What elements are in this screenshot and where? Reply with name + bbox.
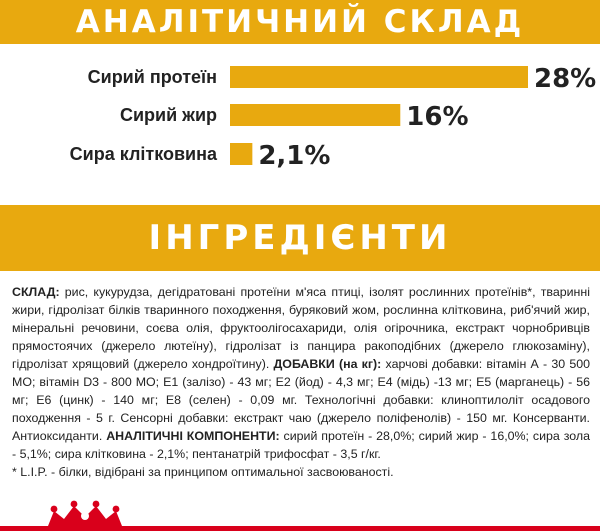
category-label: Сирий жир [120,105,217,125]
bar [230,66,528,88]
analytical-title: АНАЛІТИЧНИЙ СКЛАД [75,4,525,40]
value-label: 28% [534,64,596,94]
analytical-components-label: АНАЛІТИЧНІ КОМПОНЕНТИ: [106,429,280,443]
composition-text: рис, кукурудза, дегідратовані протеїни м… [12,285,590,371]
ingredients-title: ІНГРЕДІЄНТИ [148,218,452,258]
value-label: 16% [406,102,468,132]
composition-label: СКЛАД: [12,285,60,299]
category-label: Сира клітковина [70,144,218,164]
analytical-header: АНАЛІТИЧНИЙ СКЛАД [0,0,600,44]
ingredients-text: СКЛАД: рис, кукурудза, дегідратовані про… [12,283,590,481]
bar [230,104,401,126]
category-label: Сирий протеїн [88,67,217,87]
ingredients-header: ІНГРЕДІЄНТИ [0,205,600,271]
brand-bottom-bar [0,526,600,531]
value-label: 2,1% [258,141,330,171]
analytical-bar-chart: Сирий протеїн 28% Сирий жир 16% Сира клітков… [70,64,597,171]
royal-canin-crown-icon [48,500,122,526]
bar [230,143,253,165]
footnote: * L.I.P. - білки, відібрані за принципом… [12,465,394,479]
additives-text: харчові добавки: вітамін А - 30 500 МО; … [12,357,590,443]
additives-label: ДОБАВКИ (на кг): [273,357,382,371]
analytical-components-text: сирий протеїн - 28,0%; сирий жир - 16,0%… [12,429,590,461]
